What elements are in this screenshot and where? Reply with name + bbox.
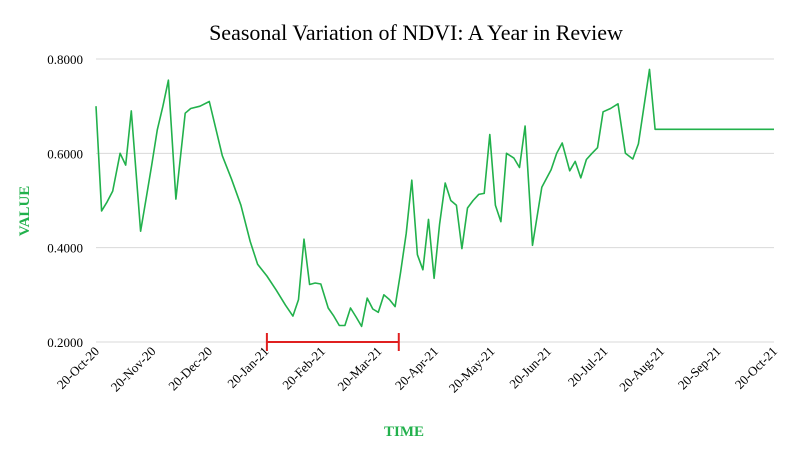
x-tick-label: 20-Dec-20 xyxy=(165,344,215,394)
x-tick-label: 20-Oct-20 xyxy=(54,344,102,392)
x-tick-label: 20-Nov-20 xyxy=(108,344,159,395)
x-tick-labels: 20-Oct-20 20-Nov-20 20-Dec-20 20-Jan-21 20-F… xyxy=(54,344,780,396)
x-tick-label: 20-Jul-21 xyxy=(565,344,611,390)
y-tick-label: 0.6000 xyxy=(47,146,83,161)
x-tick-label: 20-Mar-21 xyxy=(334,344,384,394)
y-tick-label: 0.8000 xyxy=(47,52,83,67)
x-tick-label: 20-Oct-21 xyxy=(732,344,780,392)
x-tick-label: 20-Jan-21 xyxy=(224,344,271,391)
highlight-span-marker xyxy=(265,333,400,351)
y-axis-label: VALUE xyxy=(17,186,33,237)
x-tick-label: 20-Jun-21 xyxy=(506,344,554,392)
y-tick-label: 0.4000 xyxy=(47,241,83,256)
ndvi-series-line xyxy=(95,68,774,328)
x-tick-label: 20-Sep-21 xyxy=(675,344,724,393)
chart-title: Seasonal Variation of NDVI: A Year in Re… xyxy=(209,20,623,45)
x-axis-label: TIME xyxy=(384,424,424,440)
y-tick-label: 0.2000 xyxy=(47,335,83,350)
x-tick-label: 20-Aug-21 xyxy=(616,344,667,395)
gridlines xyxy=(96,58,774,343)
y-tick-labels: 0.2000 0.4000 0.6000 0.8000 xyxy=(47,52,83,350)
x-tick-label: 20-May-21 xyxy=(446,344,498,396)
x-tick-label: 20-Feb-21 xyxy=(279,344,328,393)
